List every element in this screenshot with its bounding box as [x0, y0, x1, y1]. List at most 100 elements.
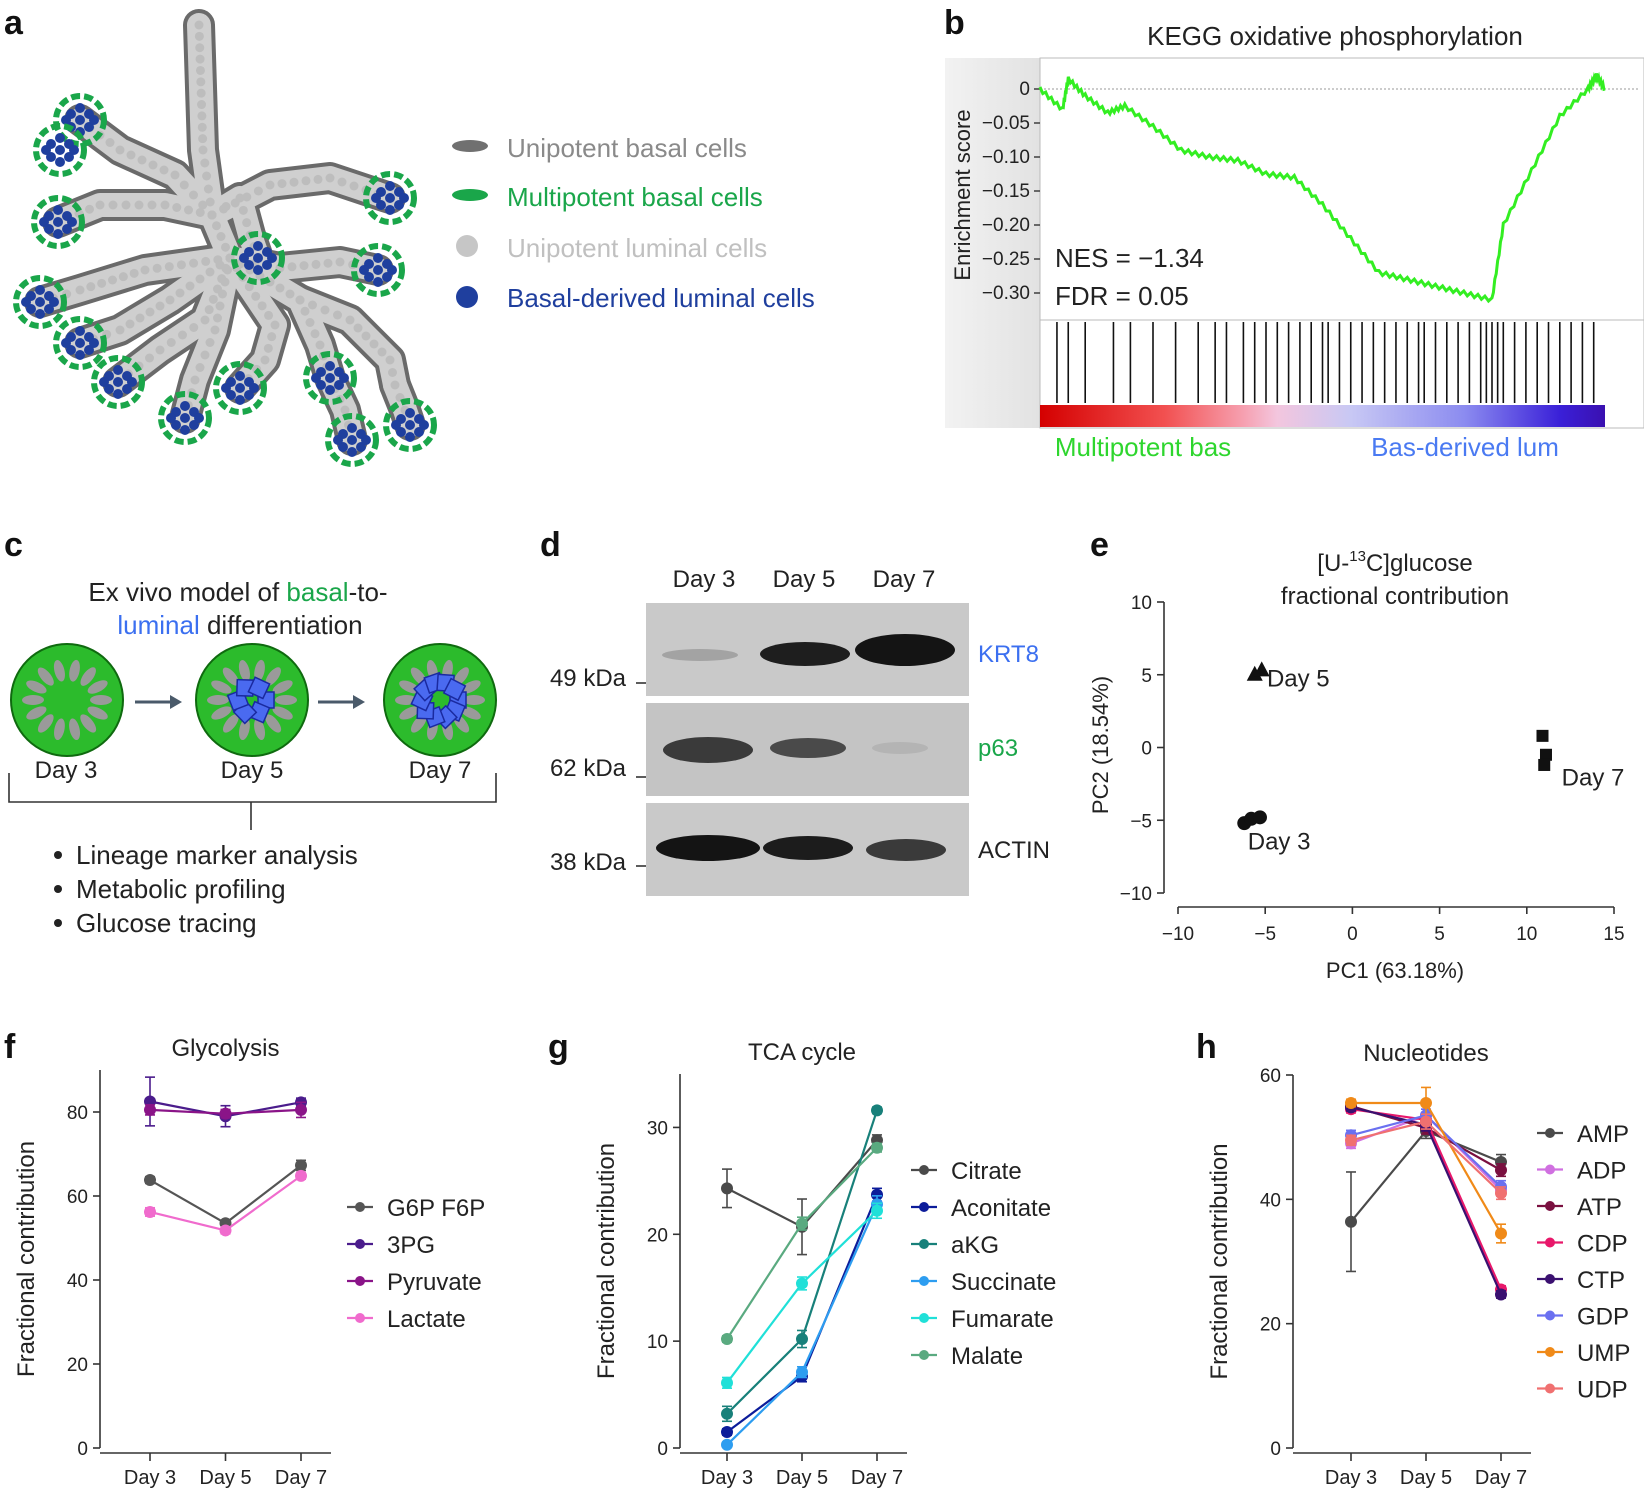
basal-derived-luminal-cell [396, 427, 406, 437]
panel-label-b: b [944, 4, 965, 42]
luminal-cell [194, 31, 204, 41]
luminal-cell [287, 262, 297, 272]
luminal-cell [195, 274, 205, 284]
multipotent-basal-ring [91, 355, 145, 409]
pca-xlabel: PC1 (63.18%) [1326, 958, 1464, 983]
ex-vivo-title-line1: Ex vivo model of basal-to- [88, 577, 387, 607]
multipotent-basal-ring [325, 413, 379, 467]
basal-derived-luminal-cell [61, 115, 71, 125]
luminal-cell [172, 203, 182, 212]
band-p63-day5 [770, 738, 846, 758]
multipotent-basal-ring [363, 171, 417, 225]
f-ytick-label: 0 [77, 1439, 88, 1460]
luminal-cell [75, 285, 85, 295]
gsea-title: KEGG oxidative phosphorylation [1147, 21, 1523, 51]
duct-fill-10 [218, 246, 287, 400]
luminal-cell [295, 295, 305, 305]
basal-derived-luminal-cell [49, 297, 59, 307]
luminal-cell [216, 232, 226, 241]
basal-derived-luminal-cell [385, 181, 395, 191]
luminal-cell [195, 65, 205, 75]
pca-point-day7 [1539, 748, 1552, 761]
band-actin-day3 [656, 835, 760, 861]
luminal-cell [85, 204, 94, 214]
multipotent-basal-ring [53, 93, 107, 147]
basal-derived-luminal-cell [385, 193, 395, 203]
basal-derived-luminal-cell [53, 229, 63, 239]
luminal-cell [215, 301, 225, 311]
terminal-end-bud-9 [363, 171, 417, 225]
mw-49kda: 49 kDa [550, 665, 627, 692]
luminal-cell [95, 200, 105, 210]
g-series-akg [721, 1104, 883, 1423]
gsea-ytick-label: 0 [1019, 79, 1030, 100]
g-xtick-label: Day 7 [851, 1467, 903, 1489]
band-krt8-day5 [760, 642, 850, 666]
luminal-cell [86, 282, 96, 292]
basal-derived-luminal-cell [338, 442, 348, 452]
luminal-cell [165, 295, 175, 305]
luminal-cell [333, 310, 342, 320]
basal-derived-luminal-cell [364, 272, 374, 282]
luminal-cell [197, 100, 207, 110]
g-series-fumarate [721, 1202, 883, 1389]
h-xtick-label: Day 3 [1325, 1467, 1377, 1489]
luminal-cell [267, 332, 277, 342]
f-legend-label: Pyruvate [387, 1269, 482, 1296]
g-legend-marker [919, 1239, 929, 1249]
g-series-malate [721, 1141, 883, 1346]
band-p63-day3 [663, 737, 753, 763]
gsea-gene-hits [1056, 322, 1595, 403]
data-point [144, 1174, 156, 1187]
basal-derived-luminal-cell [166, 413, 176, 423]
basal-derived-luminal-cell [235, 383, 245, 393]
ex-vivo-title-line2: luminal differentiation [117, 610, 362, 640]
basal-derived-luminal-cell [53, 205, 63, 215]
luminal-cell [238, 205, 248, 215]
luminal-cell [155, 301, 165, 311]
basal-cell-nucleus [87, 680, 108, 694]
organoid-illustrations [10, 643, 497, 757]
data-point [1345, 1096, 1357, 1109]
legend-basal-derived-luminal-label: Basal-derived luminal cells [507, 283, 815, 313]
h-title: Nucleotides [1363, 1040, 1488, 1067]
pca-ytick-label: 5 [1141, 666, 1152, 687]
basal-derived-luminal-cell [84, 345, 94, 355]
basal-cell-nucleus [69, 718, 81, 741]
gsea-ytick-label: −0.30 [982, 283, 1030, 304]
ex-vivo-model-diagram: Ex vivo model of basal-to- luminal diffe… [8, 577, 497, 938]
data-point [796, 1333, 808, 1346]
luminal-cell [175, 288, 185, 298]
terminal-end-bud-7 [303, 351, 357, 405]
luminal-cell [221, 202, 231, 211]
h-legend-marker [1545, 1310, 1555, 1321]
series-line [149, 1164, 302, 1225]
f-xtick-label: Day 3 [124, 1467, 176, 1489]
panel-label-d: d [540, 526, 561, 564]
bullet-dot-1 [54, 851, 62, 859]
pca-title-line2: fractional contribution [1281, 583, 1509, 610]
luminal-cell [311, 259, 321, 269]
f-legend-marker [355, 1313, 365, 1323]
h-legend-label: UDP [1577, 1377, 1628, 1404]
data-point [871, 1204, 883, 1217]
mammary-gland-diagram [13, 9, 437, 467]
data-point [1495, 1288, 1507, 1301]
organoid-day5 [195, 643, 309, 757]
basal-cell-nucleus [211, 680, 232, 694]
luminal-cell [196, 88, 206, 98]
stage-arrow-2 [318, 695, 365, 709]
multipotent-basal-ring [383, 398, 437, 452]
data-point [796, 1277, 808, 1290]
basal-derived-luminal-cell [180, 425, 190, 435]
stage-day3: Day 3 [35, 757, 98, 784]
luminal-cell [353, 323, 363, 333]
western-blot: Day 3 Day 5 Day 7 49 kDa 62 kDa 38 kDa K… [550, 566, 1050, 896]
h-ylabel: Fractional contribution [1206, 1143, 1233, 1379]
data-point [1495, 1164, 1507, 1177]
legend-unipotent-luminal-label: Unipotent luminal cells [507, 233, 767, 263]
data-point [871, 1104, 883, 1117]
blot-lane-day5: Day 5 [773, 566, 836, 593]
g-xtick-label: Day 3 [701, 1467, 753, 1489]
